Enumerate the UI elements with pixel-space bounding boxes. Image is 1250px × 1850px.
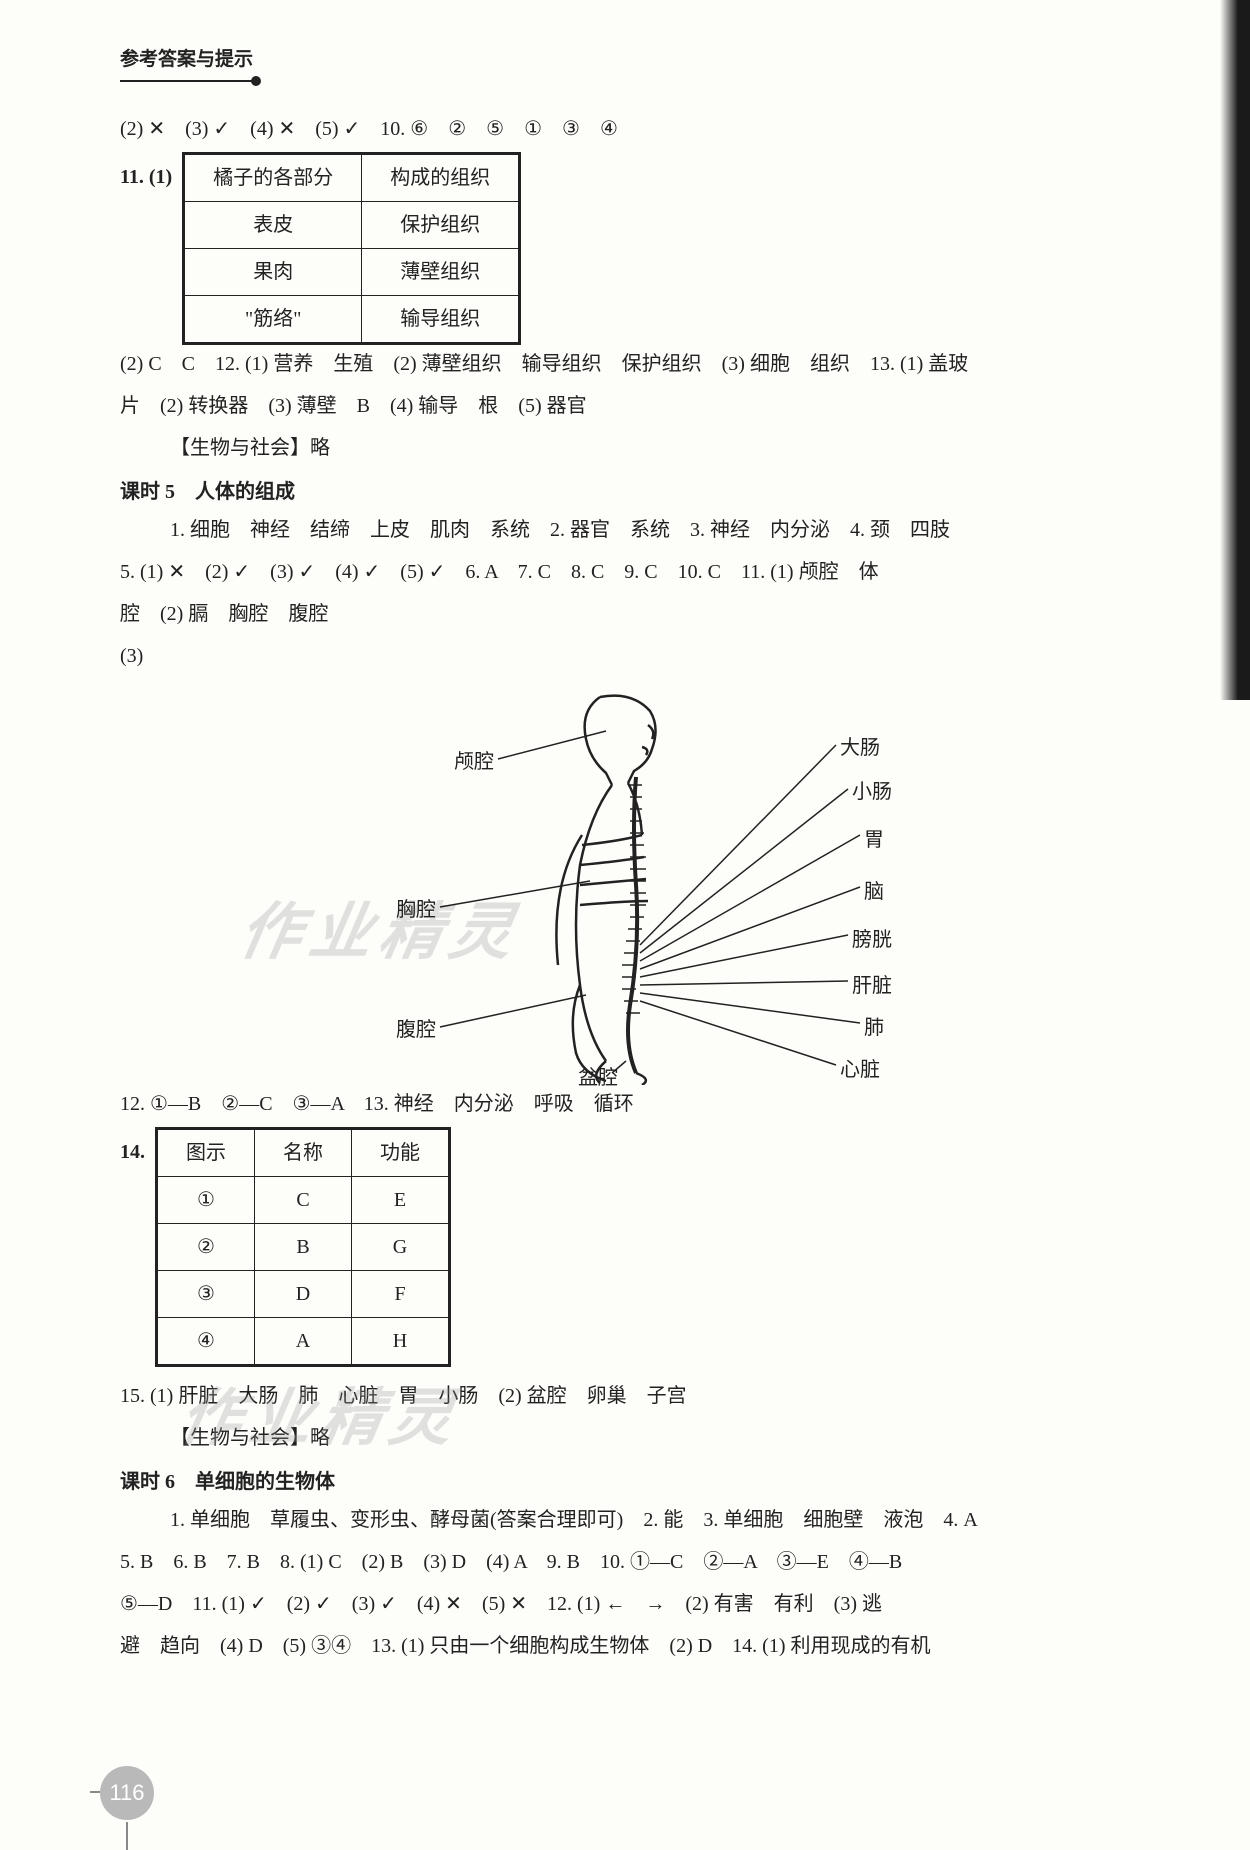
diagram-label: 小肠 (852, 773, 892, 811)
anatomy-diagram: 作业精灵 (280, 685, 1000, 1075)
answer-line: 【生物与社会】略 (120, 1419, 1150, 1457)
diagram-label: 腹腔 (396, 1011, 436, 1049)
scan-edge (1220, 0, 1250, 700)
lesson5-title: 课时 5 人体的组成 (120, 473, 1150, 511)
q14-container: 14. 图示 名称 功能 ①CE ②BG ③DF ④AH (120, 1127, 1150, 1367)
table-header: 橘子的各部分 (185, 155, 362, 202)
answer-line: ⑤—D 11. (1) ✓ (2) ✓ (3) ✓ (4) ✕ (5) ✕ 12… (120, 1585, 1150, 1623)
answer-line: 避 趋向 (4) D (5) ③④ 13. (1) 只由一个细胞构成生物体 (2… (120, 1627, 1150, 1665)
answer-line: (2) ✕ (3) ✓ (4) ✕ (5) ✓ 10. ⑥ ② ⑤ ① ③ ④ (120, 110, 1150, 148)
q11-label: 11. (1) (120, 152, 178, 196)
answer-line: 1. 单细胞 草履虫、变形虫、酵母菌(答案合理即可) 2. 能 3. 单细胞 细… (120, 1501, 1150, 1539)
body-svg (280, 685, 1000, 1085)
answer-line: 片 (2) 转换器 (3) 薄壁 B (4) 输导 根 (5) 器官 (120, 387, 1150, 425)
answer-line: 腔 (2) 膈 胸腔 腹腔 (120, 595, 1150, 633)
answer-line: 12. ①—B ②—C ③—A 13. 神经 内分泌 呼吸 循环 (120, 1085, 1150, 1123)
diagram-label: 肺 (864, 1009, 884, 1047)
answer-line: 5. B 6. B 7. B 8. (1) C (2) B (3) D (4) … (120, 1543, 1150, 1581)
diagram-label: 膀胱 (852, 921, 892, 959)
table-row: 图示 名称 功能 (158, 1130, 449, 1177)
diagram-label: 颅腔 (454, 743, 494, 781)
page-header: 参考答案与提示 (120, 42, 253, 82)
table-header: 图示 (158, 1130, 255, 1177)
table-row: ③DF (158, 1271, 449, 1318)
table-header: 功能 (352, 1130, 449, 1177)
table-row: 果肉薄壁组织 (185, 249, 519, 296)
page-decoration (126, 1822, 128, 1850)
diagram-label: 胸腔 (396, 891, 436, 929)
diagram-label: 盆腔 (578, 1059, 618, 1097)
answer-line: 1. 细胞 神经 结缔 上皮 肌肉 系统 2. 器官 系统 3. 神经 内分泌 … (120, 511, 1150, 549)
q11-table: 橘子的各部分 构成的组织 表皮保护组织 果肉薄壁组织 "筋络"输导组织 (182, 152, 521, 345)
answer-line: (3) (120, 637, 1150, 675)
answer-line: 【生物与社会】略 (120, 429, 1150, 467)
table-row: 表皮保护组织 (185, 202, 519, 249)
q14-label: 14. (120, 1127, 151, 1171)
diagram-label: 肝脏 (852, 967, 892, 1005)
table-row: ④AH (158, 1318, 449, 1365)
page-number: 116 (100, 1766, 154, 1820)
answer-line: 5. (1) ✕ (2) ✓ (3) ✓ (4) ✓ (5) ✓ 6. A 7.… (120, 553, 1150, 591)
q14-table: 图示 名称 功能 ①CE ②BG ③DF ④AH (155, 1127, 451, 1367)
diagram-label: 大肠 (840, 729, 880, 767)
table-row: ②BG (158, 1224, 449, 1271)
diagram-label: 胃 (864, 821, 884, 859)
table-header: 构成的组织 (362, 155, 519, 202)
table-row: "筋络"输导组织 (185, 296, 519, 343)
answer-line: 15. (1) 肝脏 大肠 肺 心脏 胃 小肠 (2) 盆腔 卵巢 子宫 (120, 1377, 1150, 1415)
diagram-label: 心脏 (840, 1051, 880, 1089)
diagram-label: 脑 (864, 873, 884, 911)
table-row: 橘子的各部分 构成的组织 (185, 155, 519, 202)
table-row: ①CE (158, 1177, 449, 1224)
lesson6-title: 课时 6 单细胞的生物体 (120, 1463, 1150, 1501)
answer-line: (2) C C 12. (1) 营养 生殖 (2) 薄壁组织 输导组织 保护组织… (120, 345, 1150, 383)
table-header: 名称 (255, 1130, 352, 1177)
q11-container: 11. (1) 橘子的各部分 构成的组织 表皮保护组织 果肉薄壁组织 "筋络"输… (120, 152, 1150, 345)
